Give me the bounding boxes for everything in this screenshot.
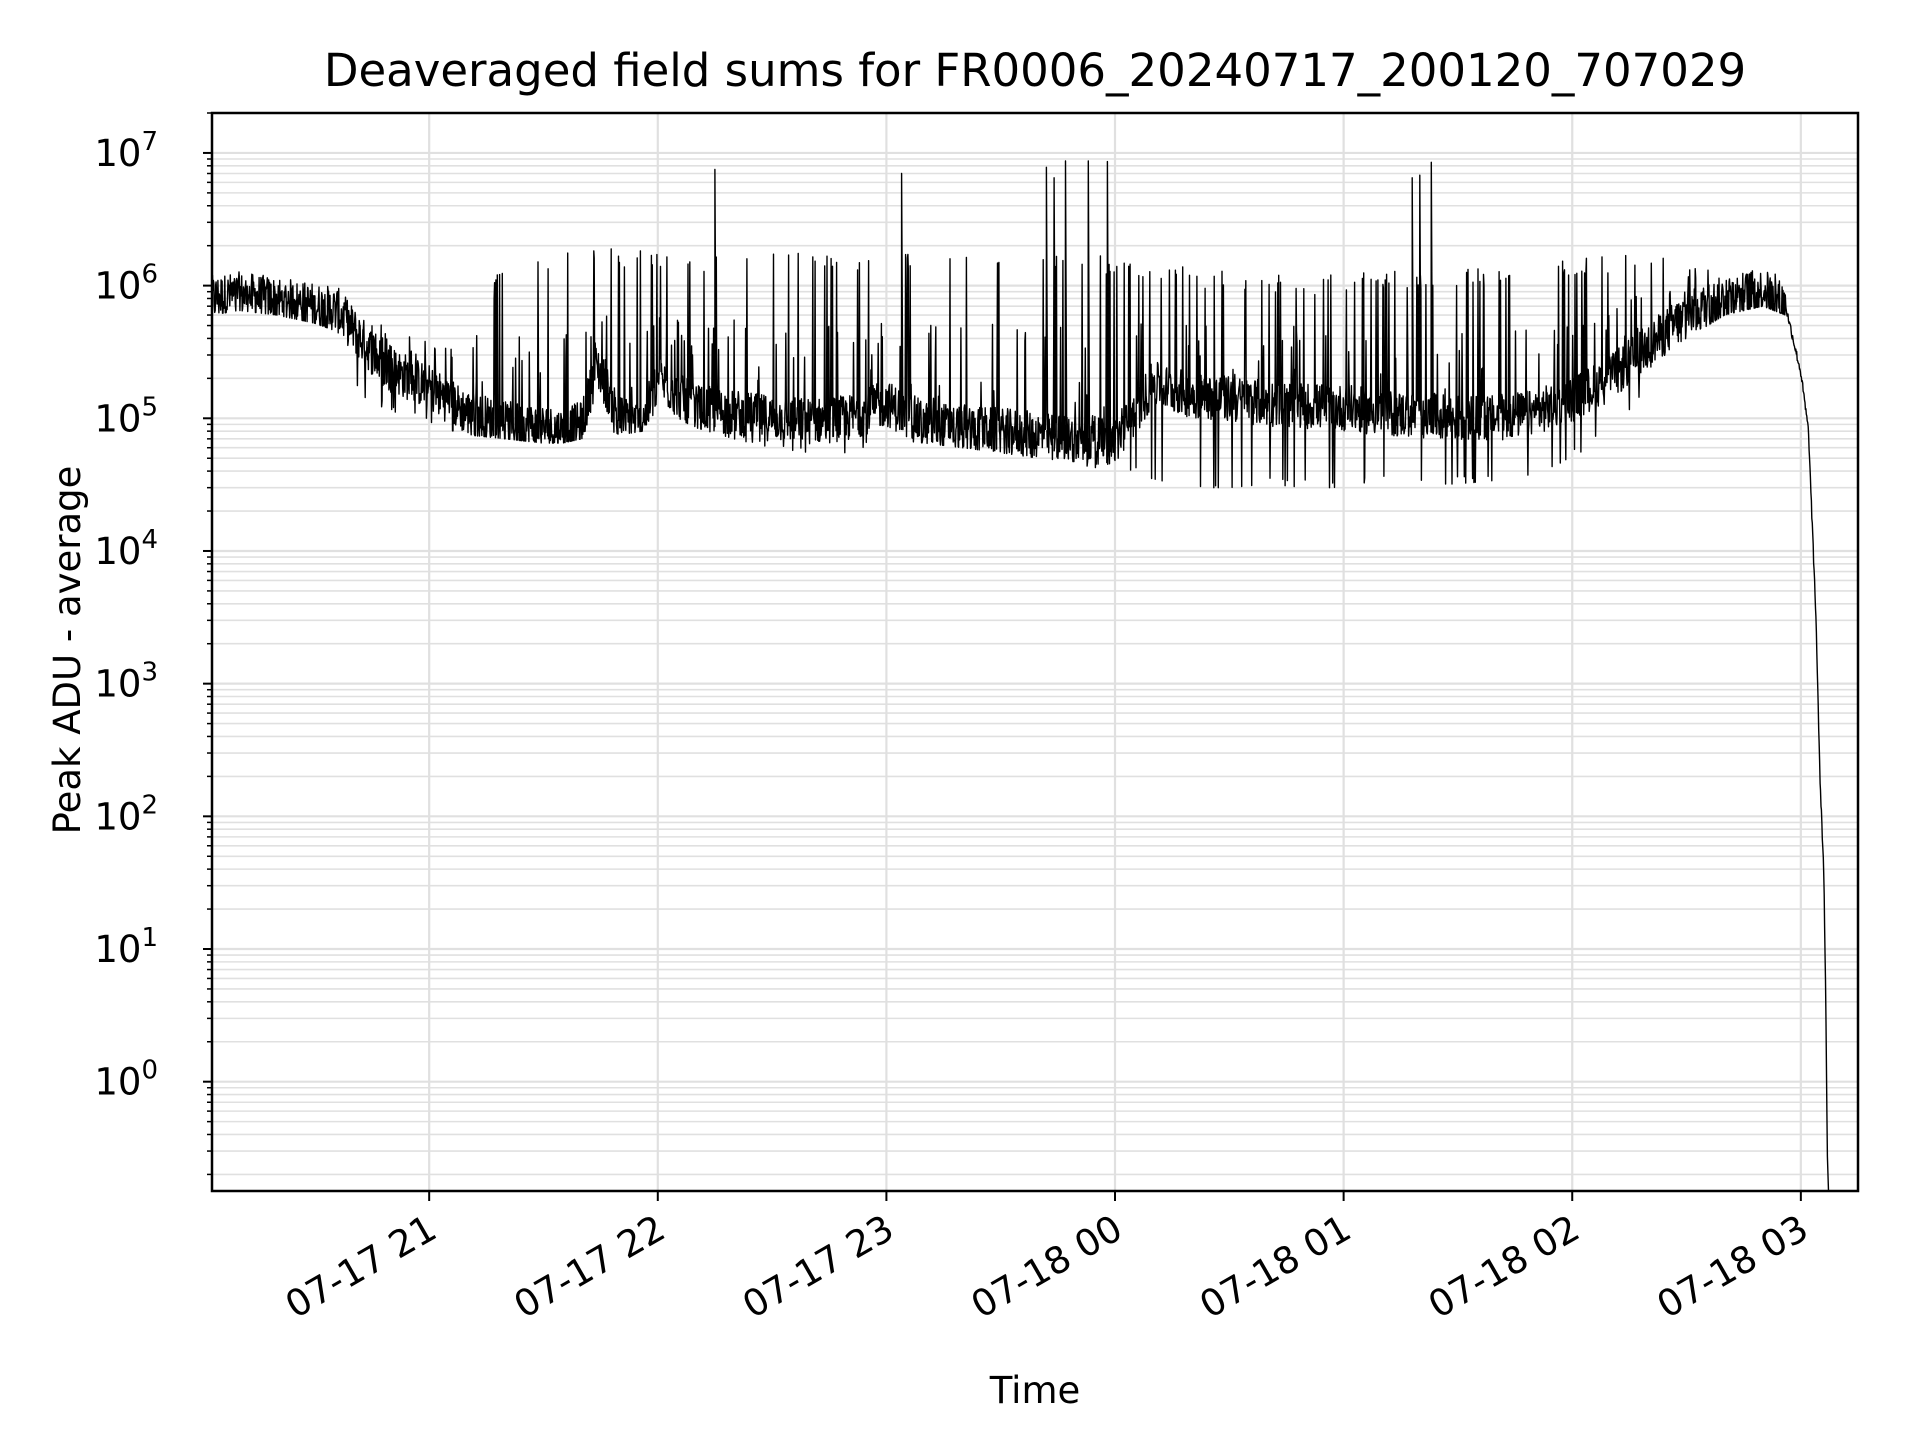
series-layer <box>211 160 1830 1192</box>
x-tick-label: 07-18 03 <box>1650 1207 1816 1327</box>
x-tick-label: 07-17 23 <box>735 1207 901 1327</box>
grid-lines <box>212 112 1858 1191</box>
y-tick-label: 102 <box>94 790 158 838</box>
x-tick-label: 07-17 22 <box>507 1207 673 1327</box>
series-line <box>211 160 1830 1192</box>
y-tick-label: 100 <box>94 1056 158 1104</box>
y-tick-label: 103 <box>94 658 158 706</box>
y-tick-label: 107 <box>94 127 158 175</box>
y-tick-label: 105 <box>94 392 158 440</box>
x-tick-label: 07-18 02 <box>1421 1207 1587 1327</box>
y-axis-title: Peak ADU - average <box>46 466 89 835</box>
chart-title: Deaveraged field sums for FR0006_2024071… <box>324 44 1746 97</box>
x-tick-label: 07-18 00 <box>964 1207 1130 1327</box>
x-axis-title: Time <box>989 1369 1081 1412</box>
axis-ticks: 07-17 21 07-17 22 07-17 23 07-18 00 07-18 01… <box>94 112 1816 1327</box>
y-tick-label: 101 <box>94 923 158 971</box>
plot-frame <box>210 111 1860 1193</box>
x-tick-label: 07-17 21 <box>278 1207 444 1327</box>
x-tick-label: 07-18 01 <box>1193 1207 1359 1327</box>
y-tick-label: 106 <box>94 260 158 308</box>
y-tick-label: 104 <box>94 525 158 573</box>
